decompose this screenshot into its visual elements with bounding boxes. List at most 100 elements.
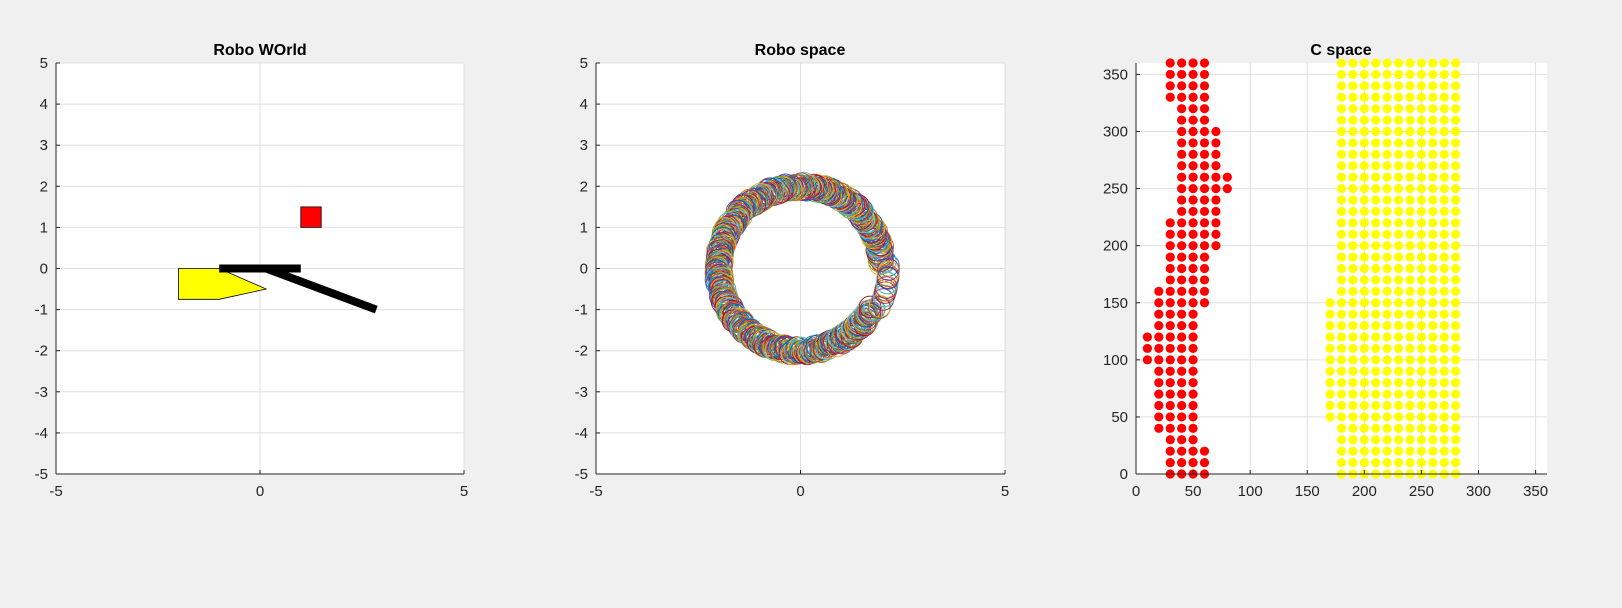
obstacle-point xyxy=(1382,275,1392,285)
obstacle-point xyxy=(1451,412,1461,422)
collision-point xyxy=(1177,58,1187,68)
obstacle-point xyxy=(1359,149,1369,159)
collision-point xyxy=(1165,252,1175,262)
obstacle-point xyxy=(1451,58,1461,68)
y-tick-label: -5 xyxy=(575,466,588,483)
x-tick-label: 0 xyxy=(1132,483,1140,500)
obstacle-point xyxy=(1359,400,1369,411)
obstacle-point xyxy=(1359,183,1369,194)
obstacle-point xyxy=(1371,446,1381,456)
obstacle-point xyxy=(1371,457,1381,468)
obstacle-point xyxy=(1371,183,1381,194)
obstacle-point xyxy=(1371,309,1381,319)
obstacle-point xyxy=(1336,400,1347,411)
collision-point xyxy=(1188,81,1198,91)
obstacle-point xyxy=(1336,92,1347,102)
collision-point xyxy=(1211,149,1221,159)
obstacle-point xyxy=(1336,69,1347,80)
obstacle-point xyxy=(1393,446,1404,456)
obstacle-point xyxy=(1371,400,1381,411)
collision-point xyxy=(1199,183,1210,194)
obstacle-point xyxy=(1348,400,1358,411)
collision-point xyxy=(1165,355,1175,365)
obstacle-point xyxy=(1382,332,1392,342)
obstacle-point xyxy=(1348,206,1358,217)
obstacle-point xyxy=(1393,263,1404,274)
obstacle-point xyxy=(1359,126,1369,137)
obstacle-point xyxy=(1382,378,1392,388)
obstacle-point xyxy=(1325,332,1335,342)
obstacle-point xyxy=(1348,355,1358,365)
obstacle-point xyxy=(1416,320,1427,331)
y-tick-label: 0 xyxy=(40,261,48,278)
obstacle-point xyxy=(1416,115,1427,125)
y-tick-label: -5 xyxy=(35,466,48,483)
obstacle-point xyxy=(1439,172,1449,182)
collision-point xyxy=(1177,138,1187,148)
obstacle-point xyxy=(1405,435,1415,445)
y-tick-label: -3 xyxy=(35,384,48,401)
collision-point xyxy=(1177,183,1187,194)
obstacle-point xyxy=(1393,389,1404,399)
obstacle-point xyxy=(1348,252,1358,262)
obstacle-point xyxy=(1416,92,1427,102)
obstacle-point xyxy=(1348,389,1358,399)
collision-point xyxy=(1188,275,1198,285)
x-tick-label: 150 xyxy=(1295,483,1320,500)
y-tick-label: 5 xyxy=(40,55,48,72)
obstacle-point xyxy=(1416,446,1427,456)
obstacle-point xyxy=(1382,69,1392,80)
y-tick-label: 4 xyxy=(40,96,48,113)
collision-point xyxy=(1177,115,1187,125)
obstacle-point xyxy=(1348,343,1358,354)
axis-lines xyxy=(595,62,1006,475)
robo-world-axes: -5 0 5 5 4 3 2 1 0 -1 -2 -3 -4 -5 Robo WOrld xyxy=(35,42,469,500)
obstacle-point xyxy=(1393,58,1404,68)
plot-marks xyxy=(1142,58,1461,479)
collision-point xyxy=(1177,263,1187,274)
collision-point xyxy=(1188,69,1198,80)
obstacle-point xyxy=(1451,206,1461,217)
obstacle-point xyxy=(1336,320,1347,331)
obstacle-point xyxy=(1359,229,1369,239)
obstacle-point xyxy=(1359,412,1369,422)
collision-point xyxy=(1211,183,1221,194)
collision-point xyxy=(1177,149,1187,159)
collision-point xyxy=(1177,332,1187,342)
obstacle-point xyxy=(1405,104,1415,114)
obstacle-point xyxy=(1371,252,1381,262)
collision-point xyxy=(1154,332,1164,342)
obstacle-point xyxy=(1416,206,1427,217)
collision-point xyxy=(1199,263,1210,274)
obstacle-point xyxy=(1393,206,1404,217)
y-tick-label: 350 xyxy=(1103,66,1128,83)
x-tick-label: 350 xyxy=(1523,483,1548,500)
obstacle-point xyxy=(1382,92,1392,102)
y-tick-label: 50 xyxy=(1111,409,1128,426)
collision-point xyxy=(1154,355,1164,365)
obstacle-point xyxy=(1416,343,1427,354)
obstacle-point xyxy=(1371,69,1381,80)
obstacle-point xyxy=(1348,183,1358,194)
y-tick-label: 0 xyxy=(580,261,588,278)
obstacle-point xyxy=(1359,69,1369,80)
collision-point xyxy=(1177,206,1187,217)
obstacle-point xyxy=(1382,423,1392,433)
collision-point xyxy=(1199,446,1210,456)
collision-point xyxy=(1188,241,1198,251)
obstacle-point xyxy=(1371,332,1381,342)
obstacle-point xyxy=(1393,69,1404,80)
collision-point xyxy=(1199,195,1210,205)
collision-point xyxy=(1199,218,1210,228)
obstacle-point xyxy=(1405,69,1415,80)
obstacle-point xyxy=(1371,81,1381,91)
obstacle-point xyxy=(1405,92,1415,102)
obstacle-point xyxy=(1348,161,1358,171)
collision-point xyxy=(1165,298,1175,308)
obstacle-point xyxy=(1359,218,1369,228)
obstacle-point xyxy=(1416,423,1427,433)
obstacle-point xyxy=(1359,446,1369,456)
obstacle-point xyxy=(1371,138,1381,148)
obstacle-point xyxy=(1405,343,1415,354)
plot-marks xyxy=(177,206,378,314)
